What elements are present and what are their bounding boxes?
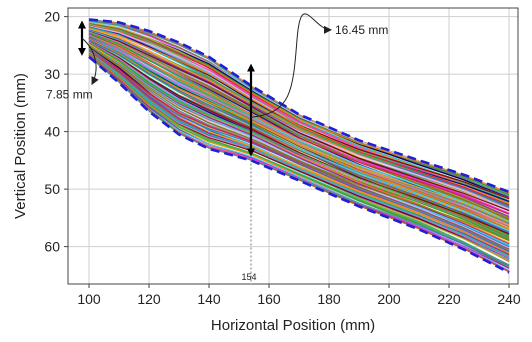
callout-line-154: [250, 13, 332, 118]
trajectory-line: [88, 31, 510, 220]
x-axis-label: Horizontal Position (mm): [211, 317, 375, 334]
trajectory-line: [88, 41, 510, 235]
y-tick-label: 50: [44, 181, 60, 197]
trajectory-line: [88, 46, 510, 242]
envelope-lower-line: [88, 55, 510, 274]
trajectory-line: [88, 30, 510, 209]
y-axis-label: Vertical Position (mm): [12, 73, 29, 219]
y-tick-label: 20: [44, 9, 60, 25]
trajectory-line: [88, 40, 510, 232]
trajectory-line: [88, 30, 510, 212]
x-tick-label: 220: [437, 291, 461, 307]
x-tick-label: 100: [77, 291, 101, 307]
x-tick-label: 200: [377, 291, 401, 307]
y-tick-label: 60: [44, 239, 60, 255]
trajectory-line: [88, 53, 510, 259]
trajectory-line: [88, 49, 510, 250]
plot-frame: [67, 7, 519, 285]
x-tick-label: 140: [197, 291, 221, 307]
x-tick-label: 180: [317, 291, 341, 307]
envelope-upper-line: [88, 18, 510, 194]
trajectory-line: [88, 37, 510, 227]
annotation-label-start: 7.85 mm: [46, 87, 93, 101]
envelope: [88, 18, 510, 274]
annotation-label-154: 16.45 mm: [335, 23, 388, 37]
x-tick-label: 160: [257, 291, 281, 307]
trajectory-line: [88, 44, 510, 239]
callout-line-start: [81, 37, 99, 86]
annotations: 7.85 mm 16.45 mm 154: [46, 13, 388, 284]
reference-label-154: 154: [241, 272, 256, 282]
trajectory-line: [88, 54, 510, 266]
x-tick-label: 120: [137, 291, 161, 307]
trajectory-line: [88, 50, 510, 253]
x-tick-label: 240: [497, 291, 521, 307]
y-tick-label: 40: [44, 124, 60, 140]
axis-ticks: 100 120 140 160 180 200 220 240 20 30 40 50 60: [44, 9, 520, 307]
y-tick-label: 30: [44, 66, 60, 82]
trajectory-line: [88, 55, 510, 266]
trajectory-bundle: [88, 19, 510, 273]
trajectory-line: [88, 52, 510, 257]
trajectory-line: [88, 44, 510, 246]
